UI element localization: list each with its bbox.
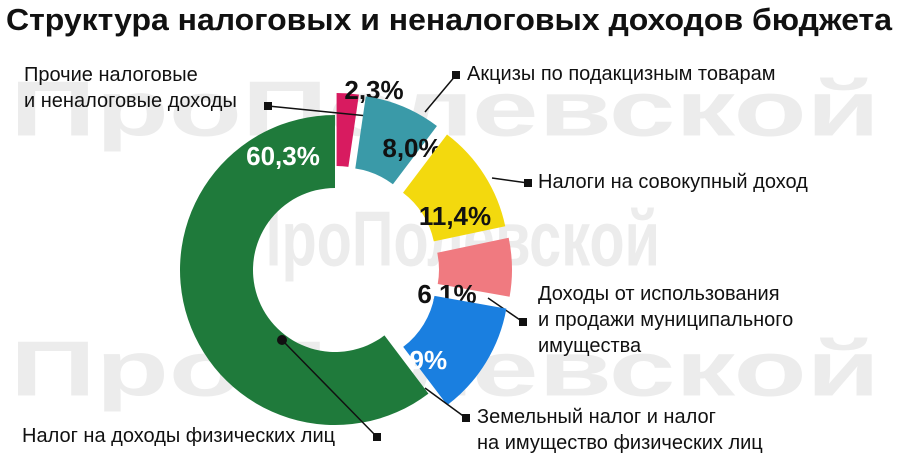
marker <box>373 433 381 441</box>
marker <box>519 318 527 326</box>
pie-segment <box>179 115 429 425</box>
leader-line <box>424 387 467 419</box>
category-label: Прочие налоговые и неналоговые доходы <box>24 64 237 112</box>
leader-line <box>491 177 529 184</box>
category-label: Доходы от использования и продажи муницип… <box>538 283 793 357</box>
value-label: 11,4% <box>419 201 491 231</box>
marker <box>264 102 272 110</box>
pie-segment <box>336 93 359 167</box>
pie-segment <box>403 295 507 406</box>
category-label: Акцизы по подакцизным товарам <box>467 63 776 85</box>
marker <box>452 71 460 79</box>
category-label: Налог на доходы физических лиц <box>22 425 335 447</box>
chart-title: Структура налоговых и неналоговых доходо… <box>6 2 893 37</box>
category-label: Земельный налог и налог на имущество физи… <box>477 406 763 454</box>
marker <box>524 179 532 187</box>
pie-segment <box>355 96 437 185</box>
value-label: 60,3% <box>246 141 320 171</box>
leader-line <box>267 105 369 117</box>
marker <box>462 414 470 422</box>
leader-line <box>424 74 457 113</box>
pie-segment <box>437 237 512 297</box>
pie-segment <box>403 134 506 242</box>
leader-line <box>281 339 378 438</box>
category-label: Налоги на совокупный доход <box>538 171 808 193</box>
marker <box>277 335 287 345</box>
